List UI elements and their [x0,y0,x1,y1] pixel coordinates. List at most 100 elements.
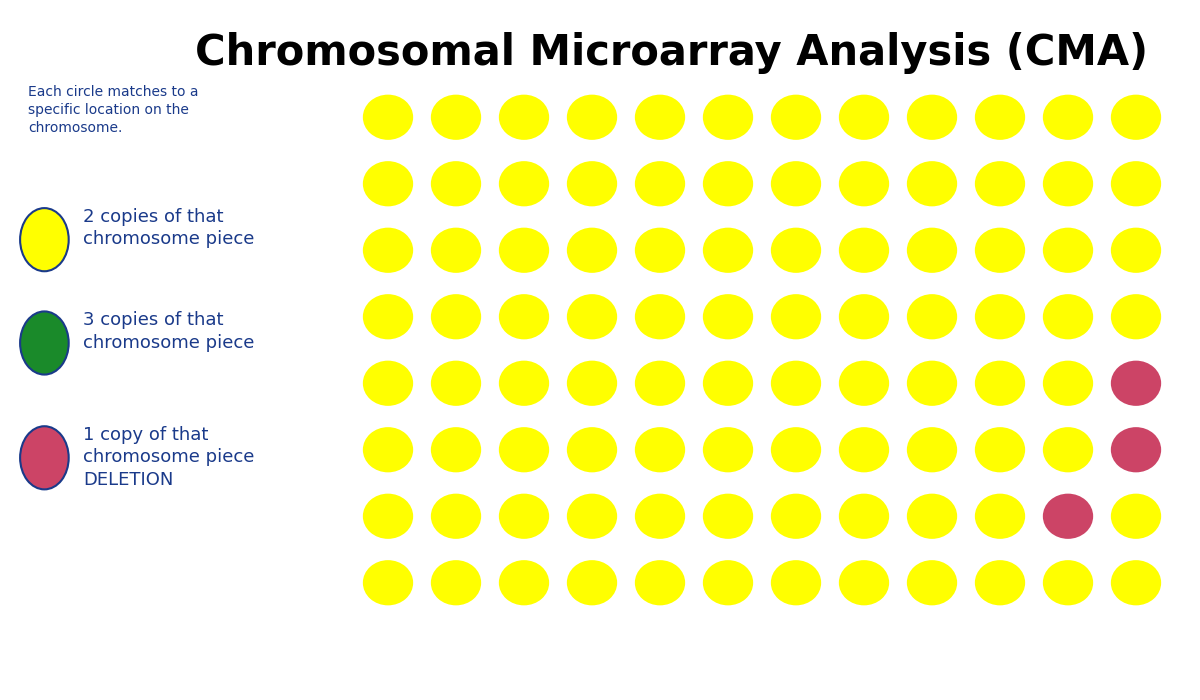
Ellipse shape [1111,294,1162,340]
Ellipse shape [635,360,685,406]
Ellipse shape [431,360,481,406]
Ellipse shape [703,360,754,406]
Ellipse shape [703,494,754,539]
Text: 3 copies of that
chromosome piece: 3 copies of that chromosome piece [83,312,254,351]
Ellipse shape [431,228,481,273]
Ellipse shape [703,228,754,273]
Ellipse shape [566,427,617,473]
Ellipse shape [431,494,481,539]
Ellipse shape [839,294,889,340]
Ellipse shape [1111,560,1162,606]
Ellipse shape [635,161,685,206]
Ellipse shape [1043,294,1093,340]
Ellipse shape [499,427,550,473]
Ellipse shape [839,427,889,473]
Ellipse shape [1043,494,1093,539]
Ellipse shape [499,360,550,406]
Ellipse shape [1043,161,1093,206]
Ellipse shape [770,494,821,539]
Ellipse shape [362,494,413,539]
Ellipse shape [1111,360,1162,406]
Ellipse shape [362,560,413,606]
Ellipse shape [1111,228,1162,273]
Ellipse shape [974,360,1025,406]
Ellipse shape [974,294,1025,340]
Ellipse shape [703,94,754,140]
Ellipse shape [499,294,550,340]
Ellipse shape [907,360,958,406]
Ellipse shape [907,94,958,140]
Ellipse shape [703,427,754,473]
Ellipse shape [566,560,617,606]
Ellipse shape [20,312,68,374]
Ellipse shape [362,427,413,473]
Ellipse shape [566,161,617,206]
Ellipse shape [499,228,550,273]
Ellipse shape [839,161,889,206]
Ellipse shape [703,161,754,206]
Ellipse shape [499,94,550,140]
Ellipse shape [770,294,821,340]
Ellipse shape [499,161,550,206]
Ellipse shape [974,161,1025,206]
Ellipse shape [839,494,889,539]
Ellipse shape [566,94,617,140]
Ellipse shape [431,94,481,140]
Ellipse shape [20,208,68,271]
Ellipse shape [974,560,1025,606]
Ellipse shape [635,494,685,539]
Ellipse shape [974,427,1025,473]
Ellipse shape [1043,560,1093,606]
Ellipse shape [566,360,617,406]
Ellipse shape [362,294,413,340]
Ellipse shape [907,161,958,206]
Ellipse shape [635,427,685,473]
Ellipse shape [1111,94,1162,140]
Text: Each circle matches to a
specific location on the
chromosome.: Each circle matches to a specific locati… [29,85,199,136]
Ellipse shape [431,560,481,606]
Ellipse shape [703,560,754,606]
Ellipse shape [1043,94,1093,140]
Ellipse shape [1111,494,1162,539]
Ellipse shape [431,161,481,206]
Ellipse shape [431,427,481,473]
Ellipse shape [703,294,754,340]
Ellipse shape [362,94,413,140]
Ellipse shape [974,94,1025,140]
Text: Chromosomal Microarray Analysis (CMA): Chromosomal Microarray Analysis (CMA) [196,32,1148,74]
Ellipse shape [907,228,958,273]
Ellipse shape [770,427,821,473]
Ellipse shape [907,294,958,340]
Ellipse shape [839,360,889,406]
Ellipse shape [566,228,617,273]
Ellipse shape [635,228,685,273]
Ellipse shape [635,94,685,140]
Ellipse shape [362,228,413,273]
Ellipse shape [635,560,685,606]
Text: 1 copy of that
chromosome piece
DELETION: 1 copy of that chromosome piece DELETION [83,426,254,489]
Ellipse shape [770,161,821,206]
Ellipse shape [974,228,1025,273]
Ellipse shape [499,494,550,539]
Ellipse shape [1043,228,1093,273]
Ellipse shape [1043,360,1093,406]
Ellipse shape [499,560,550,606]
Ellipse shape [362,360,413,406]
Ellipse shape [20,426,68,489]
Ellipse shape [770,560,821,606]
Ellipse shape [635,294,685,340]
Ellipse shape [1111,161,1162,206]
Ellipse shape [431,294,481,340]
Ellipse shape [770,228,821,273]
Text: 2 copies of that
chromosome piece: 2 copies of that chromosome piece [83,208,254,248]
Ellipse shape [974,494,1025,539]
Ellipse shape [1111,427,1162,473]
Ellipse shape [907,560,958,606]
Ellipse shape [566,294,617,340]
Ellipse shape [839,228,889,273]
Ellipse shape [1043,427,1093,473]
Ellipse shape [839,94,889,140]
Ellipse shape [770,360,821,406]
Ellipse shape [907,427,958,473]
Ellipse shape [362,161,413,206]
